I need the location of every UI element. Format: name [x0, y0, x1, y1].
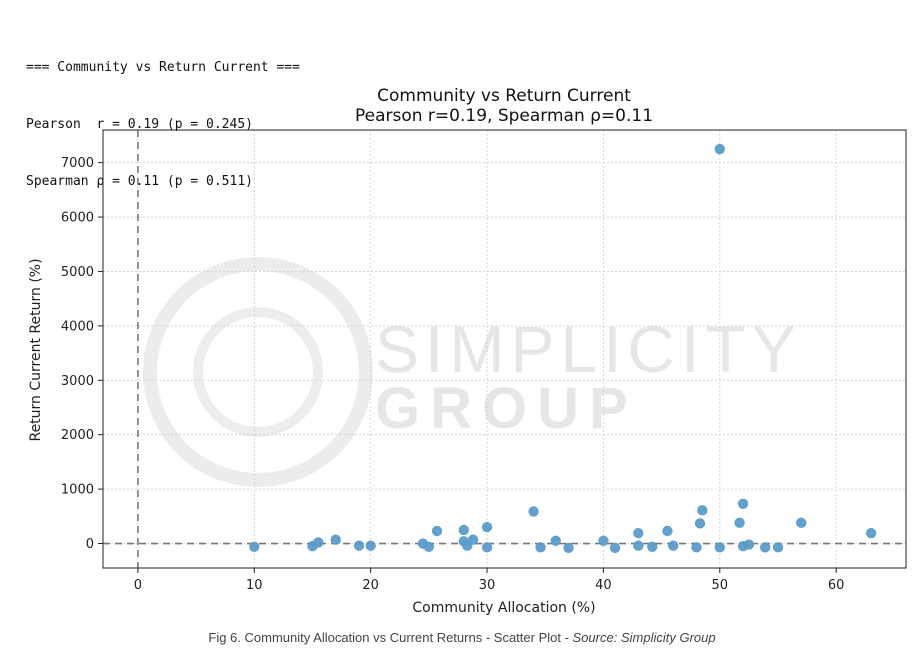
scatter-point [353, 540, 365, 551]
reference-lines [103, 130, 906, 568]
y-tick-label: 5000 [61, 265, 94, 280]
console-header-line: === Community vs Return Current === [26, 60, 300, 75]
watermark-line2: GROUP [375, 376, 638, 441]
scatter-point [647, 541, 658, 552]
chart-title: Community vs Return Current [377, 86, 631, 106]
console-spearman-line: Spearman ρ = 0.11 (p = 0.511) [26, 174, 253, 189]
scatter-point [249, 541, 260, 552]
scatter-point [598, 535, 609, 546]
scatter-point [865, 527, 877, 539]
scatter-point [714, 542, 725, 553]
y-tick-label: 4000 [61, 319, 94, 334]
scatter-point [691, 542, 702, 553]
scatter-point [759, 542, 771, 553]
plot-frame [102, 129, 907, 569]
scatter-point [313, 537, 324, 548]
x-tick-label: 50 [712, 578, 729, 593]
x-tick-label: 20 [362, 578, 379, 593]
caption-text: Fig 6. Community Allocation vs Current R… [208, 630, 573, 645]
scatter-point [431, 525, 443, 537]
scatter-point [563, 542, 574, 554]
scatter-point [734, 517, 745, 529]
y-tick-label: 7000 [61, 156, 94, 171]
watermark-logo-icon [143, 257, 373, 487]
scatter-point [535, 542, 546, 553]
chart-subtitle: Pearson r=0.19, Spearman ρ=0.11 [355, 106, 653, 126]
scatter-point [714, 143, 725, 155]
data-points [249, 143, 877, 554]
scatter-point [662, 525, 673, 537]
scatter-point [528, 506, 539, 517]
watermark-line1: SIMPLICITY [375, 312, 802, 386]
scatter-point [467, 534, 479, 545]
figure-caption: Fig 6. Community Allocation vs Current R… [0, 630, 924, 645]
y-tick-label: 1000 [61, 483, 94, 498]
scatter-point [481, 542, 493, 553]
scatter-point [633, 527, 644, 539]
scatter-point [458, 524, 469, 536]
scatter-point [550, 535, 561, 546]
x-tick-label: 0 [134, 578, 142, 593]
x-tick-label: 40 [595, 578, 612, 593]
x-tick-label: 10 [246, 578, 263, 593]
watermark-logo-inner-icon [193, 307, 323, 437]
scatter-point [796, 517, 807, 529]
scatter-point [697, 505, 708, 516]
scatter-point [772, 542, 784, 553]
scatter-point [737, 498, 749, 509]
scatter-point [633, 540, 644, 551]
x-tick-label: 60 [828, 578, 845, 593]
scatter-point [694, 518, 706, 529]
scatter-point [330, 534, 341, 545]
y-tick-label: 6000 [61, 211, 94, 226]
y-tick-label: 0 [86, 537, 94, 552]
scatter-point [481, 521, 493, 533]
x-axis-label: Community Allocation (%) [412, 600, 595, 616]
scatter-point [743, 539, 755, 550]
console-pearson-line: Pearson r = 0.19 (p = 0.245) [26, 117, 253, 132]
scatter-point [423, 541, 435, 552]
y-tick-label: 2000 [61, 428, 94, 443]
console-output: === Community vs Return Current === Pear… [26, 20, 300, 210]
caption-source: Source: Simplicity Group [572, 630, 716, 645]
y-axis-label: Return Current Return (%) [28, 258, 44, 441]
watermark: SIMPLICITY GROUP [143, 257, 802, 487]
y-tick-label: 3000 [61, 374, 94, 389]
tick-labels: 0 10 20 30 40 50 60 0 1000 2000 3000 4000 5000 6000 70… [61, 156, 845, 593]
scatter-point [365, 540, 376, 551]
scatter-point [668, 540, 679, 551]
x-tick-label: 30 [479, 578, 496, 593]
scatter-point [609, 542, 621, 554]
